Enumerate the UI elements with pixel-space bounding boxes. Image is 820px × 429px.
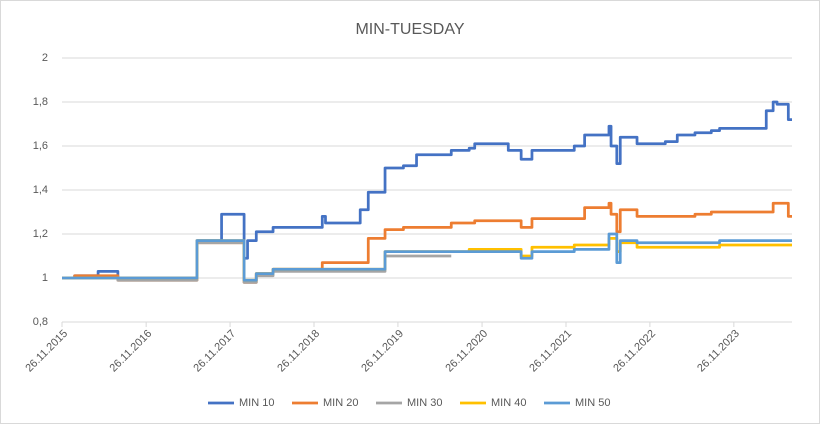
legend-label: MIN 30 (407, 397, 442, 409)
legend-label: MIN 10 (239, 397, 274, 409)
chart-title: MIN-TUESDAY (355, 21, 464, 38)
legend-label: MIN 40 (491, 397, 526, 409)
series-line (62, 241, 452, 284)
y-tick-label: 1 (42, 272, 48, 284)
legend-label: MIN 50 (575, 397, 610, 409)
series-line (62, 232, 792, 282)
y-tick-label: 1,4 (33, 184, 48, 196)
legend-label: MIN 20 (323, 397, 358, 409)
y-tick-label: 1,8 (33, 96, 48, 108)
y-tick-label: 1,2 (33, 228, 48, 240)
y-tick-label: 1,6 (33, 140, 48, 152)
y-tick-label: 0,8 (33, 316, 48, 328)
y-tick-label: 2 (42, 52, 48, 64)
series-line (62, 100, 792, 280)
